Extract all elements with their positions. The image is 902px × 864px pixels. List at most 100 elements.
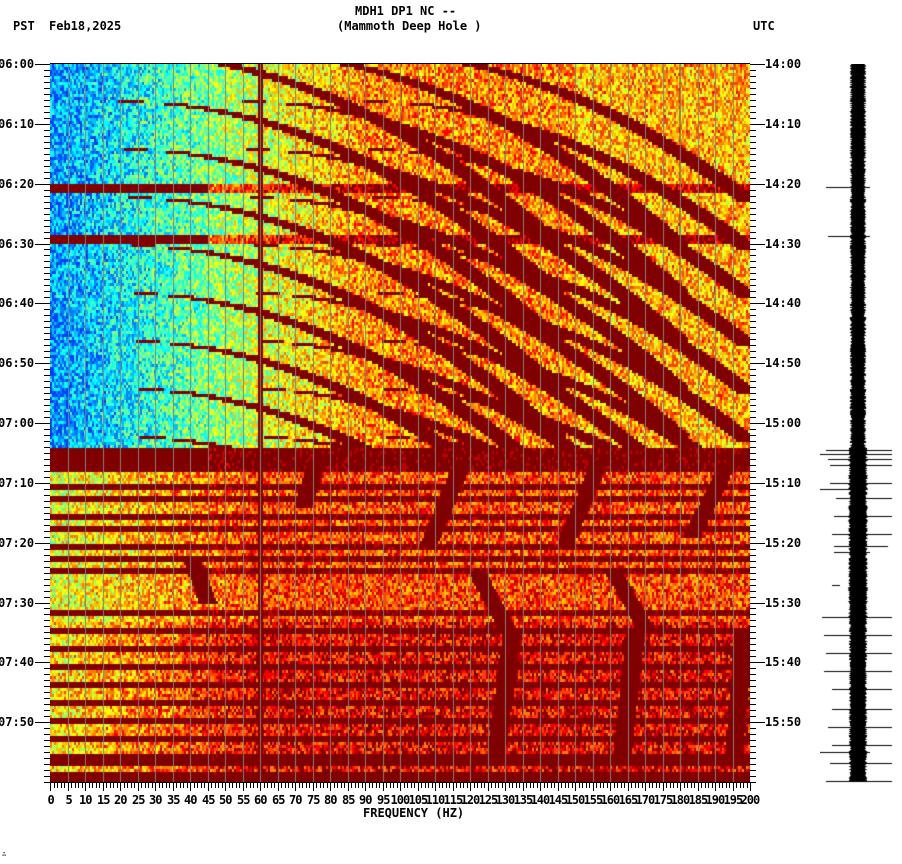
right-minor-tick	[750, 381, 756, 382]
right-minor-tick	[750, 644, 756, 645]
right-major-tick	[750, 423, 765, 424]
x-minor-tick	[495, 782, 496, 788]
x-tick-label: 135	[513, 793, 534, 807]
x-minor-tick	[624, 782, 625, 788]
x-minor-tick	[316, 782, 317, 788]
x-minor-tick	[386, 782, 387, 788]
x-minor-tick	[82, 782, 83, 788]
x-minor-tick	[218, 782, 219, 788]
x-major-tick	[715, 782, 716, 791]
x-tick-label: 20	[114, 793, 127, 807]
x-minor-tick	[568, 782, 569, 788]
left-minor-tick	[44, 273, 50, 274]
left-minor-tick	[44, 76, 50, 77]
right-minor-tick	[750, 249, 756, 250]
x-minor-tick	[61, 782, 62, 788]
x-minor-tick	[544, 782, 545, 788]
x-minor-tick	[141, 782, 142, 788]
x-tick-label: 120	[460, 793, 481, 807]
right-minor-tick	[750, 626, 756, 627]
right-minor-tick	[750, 447, 756, 448]
right-minor-tick	[750, 573, 756, 574]
left-minor-tick	[44, 399, 50, 400]
x-minor-tick	[411, 782, 412, 788]
spectrogram-plot	[50, 64, 750, 782]
left-minor-tick	[44, 561, 50, 562]
x-minor-tick	[194, 782, 195, 788]
x-minor-tick	[292, 782, 293, 788]
left-minor-tick	[44, 100, 50, 101]
x-tick-label: 95	[377, 793, 390, 807]
right-minor-tick	[750, 561, 756, 562]
footer-mark: ∴	[2, 850, 7, 858]
x-minor-tick	[106, 782, 107, 788]
x-minor-tick	[362, 782, 363, 788]
right-timezone-label: UTC	[753, 19, 775, 33]
x-minor-tick	[127, 782, 128, 788]
right-minor-tick	[750, 333, 756, 334]
left-major-tick	[35, 184, 50, 185]
x-major-tick	[85, 782, 86, 791]
x-minor-tick	[582, 782, 583, 788]
x-tick-label: 160	[600, 793, 621, 807]
left-major-tick	[35, 543, 50, 544]
x-tick-label: 150	[565, 793, 586, 807]
x-major-tick	[453, 782, 454, 791]
left-minor-tick	[44, 297, 50, 298]
left-minor-tick	[44, 196, 50, 197]
left-time-label: 06:10	[0, 117, 35, 131]
x-major-tick	[348, 782, 349, 791]
right-minor-tick	[750, 614, 756, 615]
x-minor-tick	[204, 782, 205, 788]
x-minor-tick	[509, 782, 510, 788]
x-minor-tick	[397, 782, 398, 788]
date-label: Feb18,2025	[49, 19, 122, 33]
left-minor-tick	[44, 429, 50, 430]
right-minor-tick	[750, 734, 756, 735]
site-name: (Mammoth Deep Hole )	[337, 19, 482, 33]
left-minor-tick	[44, 656, 50, 657]
left-minor-tick	[44, 525, 50, 526]
x-minor-tick	[201, 782, 202, 788]
right-minor-tick	[750, 429, 756, 430]
x-minor-tick	[390, 782, 391, 788]
x-minor-tick	[551, 782, 552, 788]
x-major-tick	[540, 782, 541, 791]
right-minor-tick	[750, 226, 756, 227]
right-minor-tick	[750, 555, 756, 556]
left-minor-tick	[44, 369, 50, 370]
left-minor-tick	[44, 597, 50, 598]
x-tick-label: 165	[618, 793, 639, 807]
right-time-label: 15:40	[765, 655, 802, 669]
x-minor-tick	[673, 782, 674, 788]
right-minor-tick	[750, 477, 756, 478]
x-minor-tick	[299, 782, 300, 788]
x-tick-label: 175	[653, 793, 674, 807]
x-minor-tick	[124, 782, 125, 788]
x-minor-tick	[736, 782, 737, 788]
x-minor-tick	[229, 782, 230, 788]
x-minor-tick	[743, 782, 744, 788]
x-major-tick	[663, 782, 664, 791]
left-minor-tick	[44, 136, 50, 137]
left-minor-tick	[44, 447, 50, 448]
x-major-tick	[313, 782, 314, 791]
x-minor-tick	[614, 782, 615, 788]
x-minor-tick	[64, 782, 65, 788]
right-minor-tick	[750, 94, 756, 95]
x-major-tick	[120, 782, 121, 791]
right-minor-tick	[750, 351, 756, 352]
right-time-label: 15:00	[765, 416, 802, 430]
left-minor-tick	[44, 327, 50, 328]
x-minor-tick	[369, 782, 370, 788]
left-minor-tick	[44, 70, 50, 71]
x-major-tick	[750, 782, 751, 791]
right-minor-tick	[750, 441, 756, 442]
left-minor-tick	[44, 770, 50, 771]
x-tick-label: 25	[132, 793, 145, 807]
left-minor-tick	[44, 285, 50, 286]
left-minor-tick	[44, 758, 50, 759]
x-minor-tick	[267, 782, 268, 788]
left-time-label: 06:20	[0, 177, 35, 191]
x-minor-tick	[502, 782, 503, 788]
